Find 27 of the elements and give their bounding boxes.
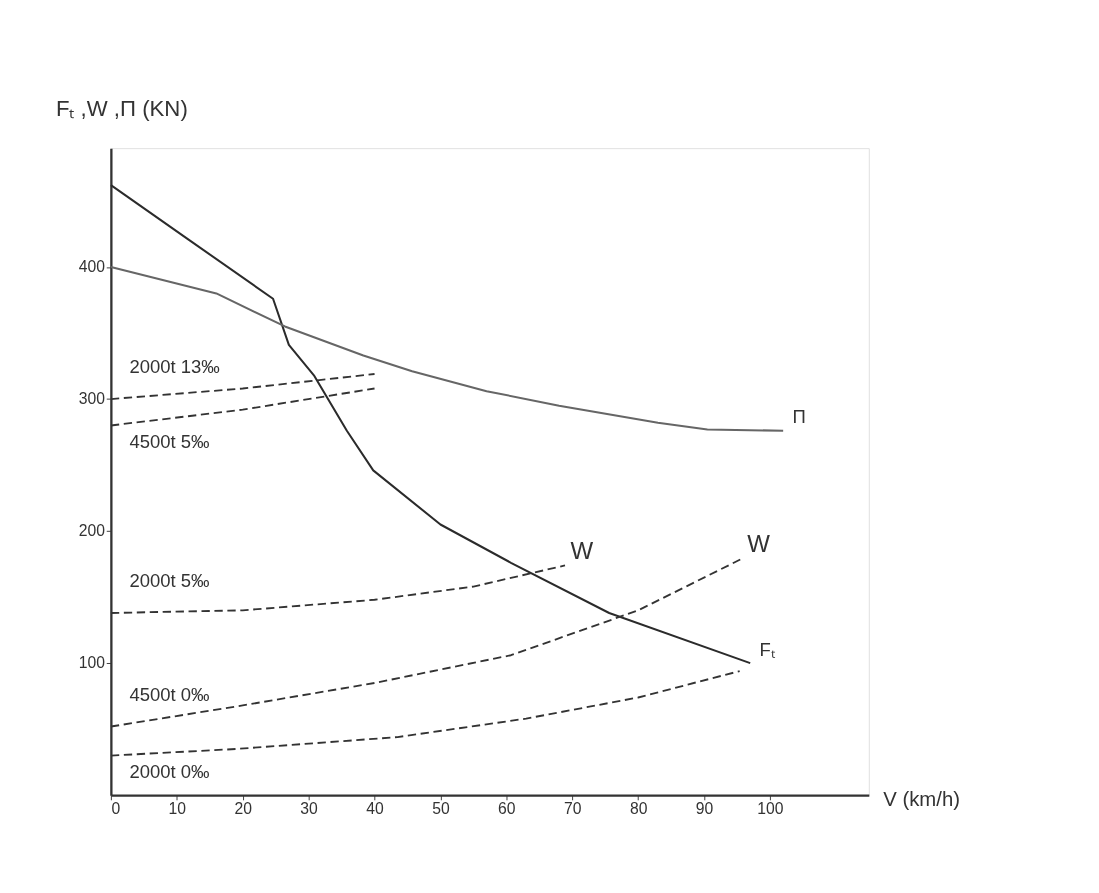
annotation: W [570,536,594,564]
x-tick-label: 0 [111,800,121,818]
series-label: 4500t 5‰ [129,430,210,452]
series-label: 2000t 5‰ [129,570,210,592]
series-label: Π [792,406,806,428]
x-axis-title: V (km/h) [883,787,960,810]
y-tick-label: 400 [78,258,106,276]
y-tick-label: 300 [78,390,106,408]
x-tick-label: 10 [168,800,187,818]
series-label: 2000t 0‰ [129,760,210,782]
y-tick-label: 100 [78,654,106,672]
x-tick-label: 100 [757,800,784,818]
x-tick-label: 40 [366,800,385,818]
annotation: W [747,530,771,558]
x-tick-label: 80 [629,800,648,818]
x-tick-label: 20 [234,800,253,818]
y-axis-title: Fₜ ,W ,Π (KN) [55,96,188,122]
y-tick-label: 200 [78,522,106,540]
x-tick-label: 30 [300,800,319,818]
x-tick-label: 70 [563,800,582,818]
x-tick-label: 90 [695,800,714,818]
series-label: Fₜ [759,638,776,660]
x-tick-label: 60 [498,800,516,818]
series-label: 2000t 13‰ [129,356,220,378]
line-series [109,266,785,432]
x-tick-label: 50 [432,800,450,818]
series-label: 4500t 0‰ [129,683,210,705]
